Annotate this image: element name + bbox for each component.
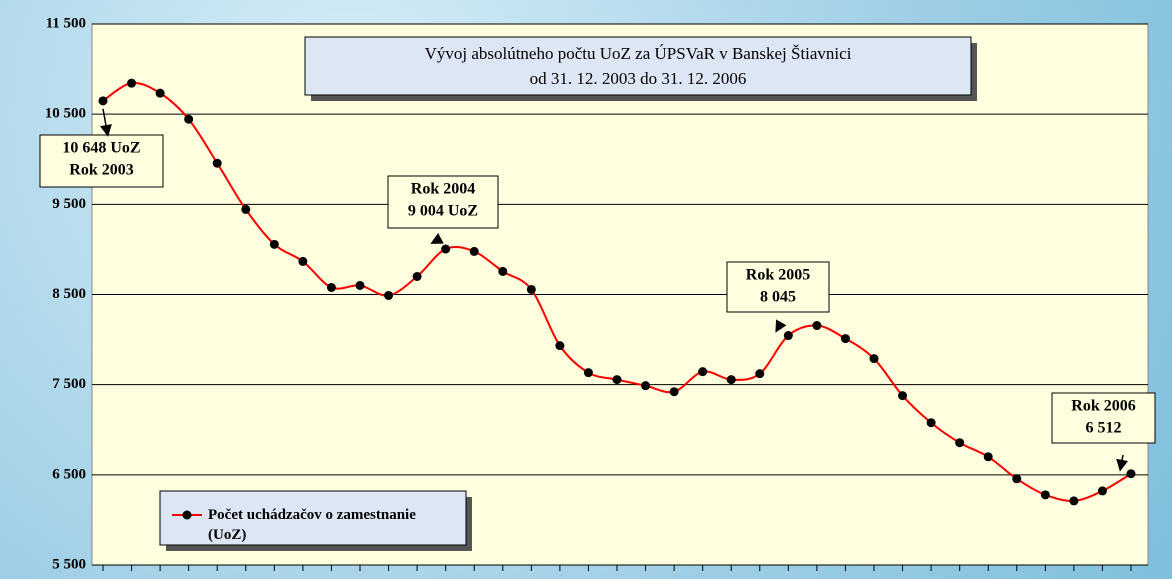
point	[1012, 474, 1022, 484]
point	[898, 391, 908, 401]
annotation-box	[726, 261, 830, 313]
point	[241, 204, 251, 214]
annotation-text: Rok 2005	[746, 267, 810, 284]
point	[526, 284, 536, 294]
point	[555, 341, 565, 351]
point	[355, 280, 365, 290]
point	[583, 368, 593, 378]
point	[1069, 496, 1079, 506]
point	[1097, 486, 1107, 496]
y-tick-label: 6 500	[52, 466, 86, 482]
annotation-text: Rok 2006	[1071, 398, 1135, 415]
y-tick-label: 8 500	[52, 286, 86, 302]
point	[155, 88, 165, 98]
point	[812, 321, 822, 331]
chart-title: Vývoj absolútneho počtu UoZ za ÚPSVaR v …	[425, 44, 852, 63]
point	[926, 418, 936, 428]
point	[298, 256, 308, 266]
title-box	[304, 36, 972, 96]
point	[326, 282, 336, 292]
annotation-text: 6 512	[1086, 420, 1122, 437]
annotation-arrow	[100, 108, 112, 137]
point	[469, 246, 479, 256]
point	[1040, 490, 1050, 500]
point	[755, 369, 765, 379]
point	[269, 239, 279, 249]
point	[869, 354, 879, 364]
annotation-box	[387, 175, 499, 229]
legend-box	[159, 490, 467, 546]
annotation-text: 10 648 UoZ	[62, 140, 140, 157]
point	[840, 334, 850, 344]
annotation-arrow	[775, 319, 787, 333]
point	[726, 375, 736, 385]
chart-subtitle: od 31. 12. 2003 do 31. 12. 2006	[530, 69, 747, 88]
point	[184, 114, 194, 124]
point	[212, 158, 222, 168]
point	[783, 331, 793, 341]
point	[441, 244, 451, 254]
point	[127, 78, 137, 88]
y-tick-label: 7 500	[52, 376, 86, 392]
point	[698, 367, 708, 377]
point	[641, 381, 651, 391]
point	[669, 387, 679, 397]
point	[498, 266, 508, 276]
point	[384, 290, 394, 300]
y-tick-label: 10 500	[45, 106, 86, 122]
point	[412, 271, 422, 281]
annotation-box	[39, 134, 164, 188]
point	[983, 452, 993, 462]
annotation-text: Rok 2003	[69, 162, 133, 179]
legend-marker	[182, 510, 192, 520]
legend-label: Počet uchádzačov o zamestnanie (UoZ)	[208, 507, 416, 543]
point	[1126, 469, 1136, 479]
annotation-text: 9 004 UoZ	[408, 203, 478, 220]
annotation-text: 8 045	[760, 289, 796, 306]
annotation-text: Rok 2004	[411, 181, 475, 198]
annotation-box	[1051, 392, 1156, 444]
annotation-arrow	[1116, 454, 1128, 472]
y-tick-label: 5 500	[52, 556, 86, 572]
annotation-arrow	[430, 232, 444, 244]
y-tick-label: 11 500	[46, 15, 86, 31]
point	[955, 438, 965, 448]
y-tick-label: 9 500	[52, 196, 86, 212]
point	[612, 375, 622, 385]
point	[98, 96, 108, 106]
